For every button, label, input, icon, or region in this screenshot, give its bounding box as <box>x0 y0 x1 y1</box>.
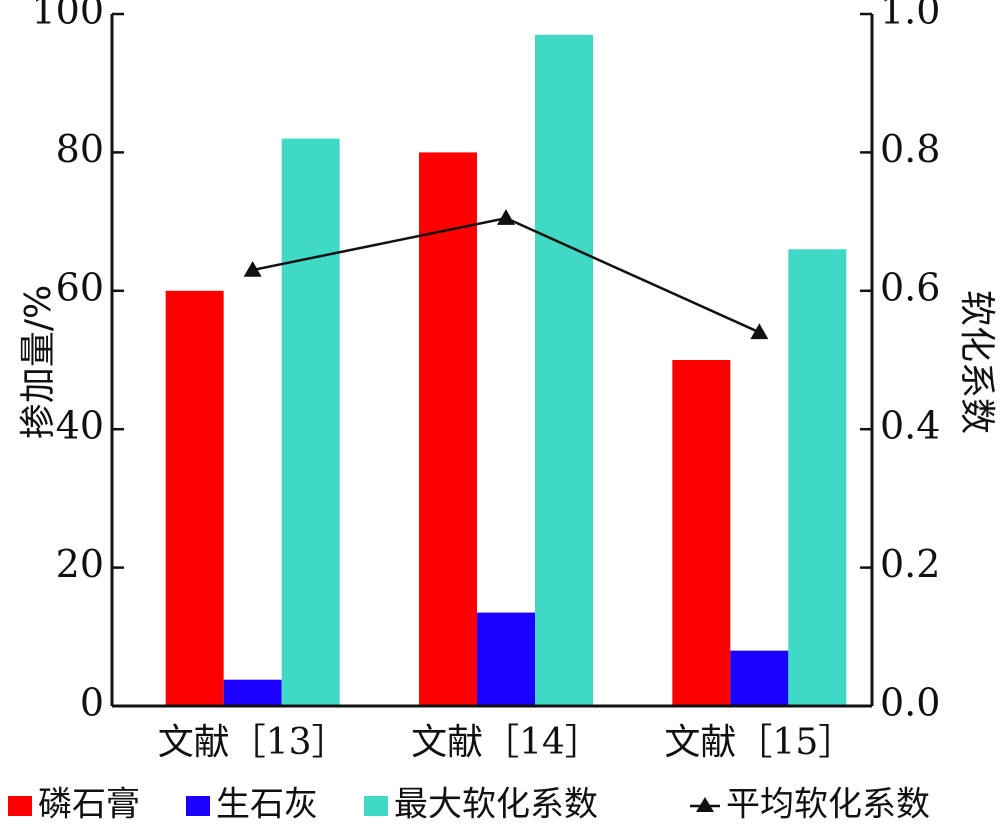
y-tick-label: 0 <box>80 681 104 725</box>
bar-0-0 <box>165 290 224 706</box>
legend-marker-3 <box>696 797 714 812</box>
y-tick-label: 40 <box>56 404 104 448</box>
y2-tick-label: 1.0 <box>880 0 940 33</box>
line-layer <box>243 209 769 340</box>
y2-tick-label: 0.2 <box>880 542 940 586</box>
y2-tick-label: 0.8 <box>880 127 940 171</box>
bar-2-2 <box>788 249 847 706</box>
x-tick-label: 文献［13］ <box>158 722 348 763</box>
legend: 磷石膏 生石灰 最大软化系数 平均软化系数 <box>8 785 930 825</box>
bar-0-1 <box>419 152 477 706</box>
y2-tick-label: 0.4 <box>880 404 940 448</box>
legend-label: 生石灰 <box>216 785 318 825</box>
legend-swatch-1 <box>186 796 210 816</box>
y2-tick-label: 0.6 <box>880 265 940 309</box>
line-marker-2 <box>750 323 769 340</box>
axes-layer: 0 20 40 60 80 100 0.0 0.2 0.4 0.6 0.8 1.0 文献［13］ 文献［1… <box>31 0 940 763</box>
x-tick-label: 文献［14］ <box>411 722 601 763</box>
legend-swatch-2 <box>364 796 388 816</box>
y-tick-label: 80 <box>56 127 104 171</box>
legend-label: 平均软化系数 <box>726 785 930 825</box>
y-tick-label: 100 <box>31 0 104 33</box>
y-tick-label: 60 <box>56 265 104 309</box>
bars-layer <box>165 34 847 706</box>
line-marker-1 <box>497 209 515 225</box>
y-tick-label: 20 <box>56 542 104 586</box>
legend-label: 最大软化系数 <box>394 785 598 825</box>
bar-2-1 <box>535 34 593 706</box>
y2-axis-title: 软化系数 <box>956 290 997 434</box>
bar-1-1 <box>477 612 535 706</box>
y-axis-title: 掺加量/% <box>18 285 59 439</box>
y2-tick-label: 0.0 <box>880 681 940 725</box>
bar-0-2 <box>672 360 731 706</box>
line-marker-0 <box>243 261 262 277</box>
bar-2-0 <box>281 138 340 706</box>
legend-label: 磷石膏 <box>38 785 140 825</box>
bar-1-0 <box>223 679 282 706</box>
x-tick-label: 文献［15］ <box>664 722 854 763</box>
bar-1-2 <box>730 650 789 706</box>
legend-swatch-0 <box>8 796 32 816</box>
